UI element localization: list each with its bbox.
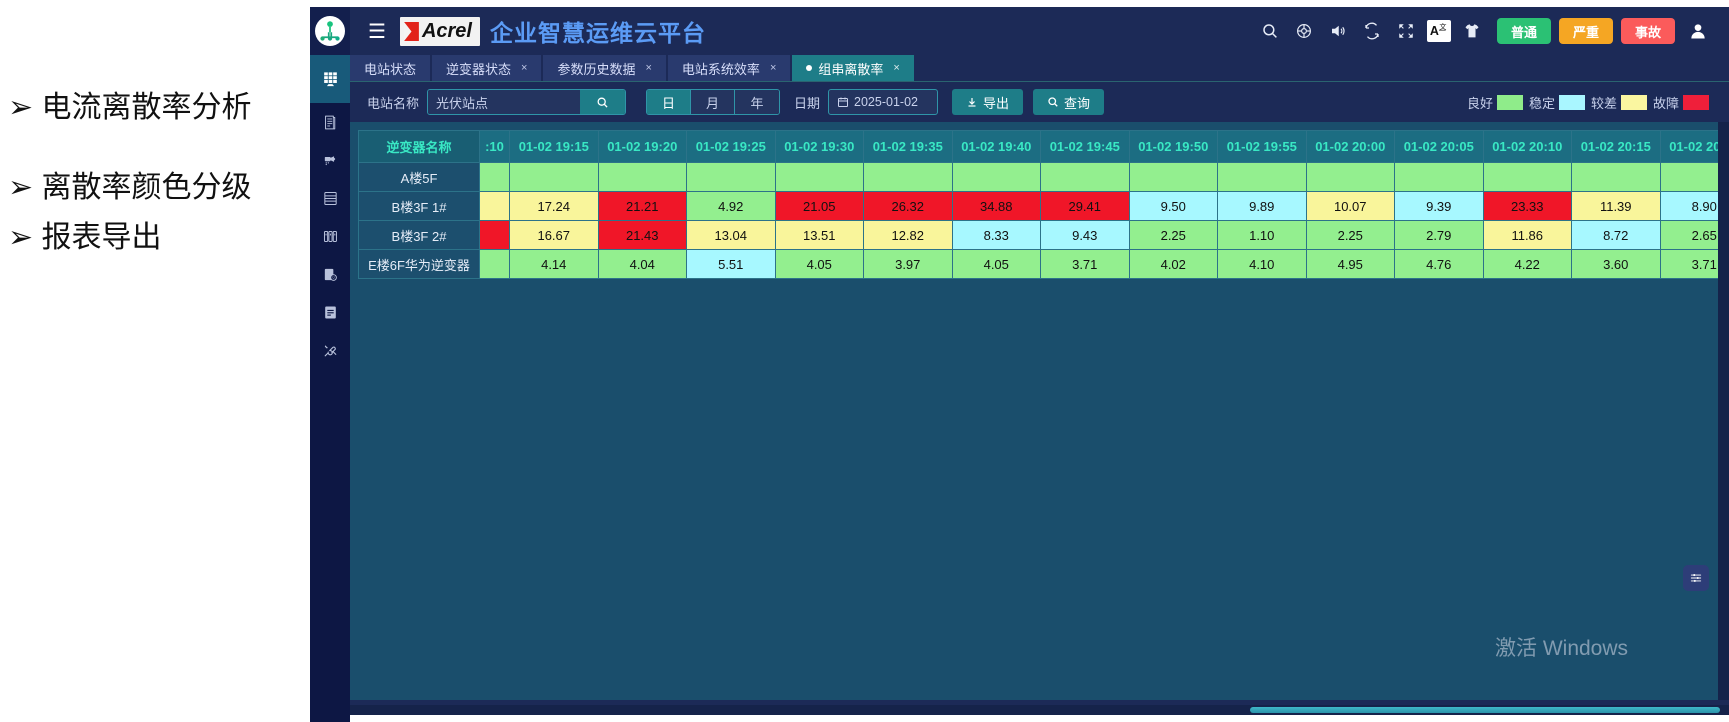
svg-text:文: 文 [1439, 22, 1446, 31]
svg-text:A: A [1430, 24, 1439, 38]
